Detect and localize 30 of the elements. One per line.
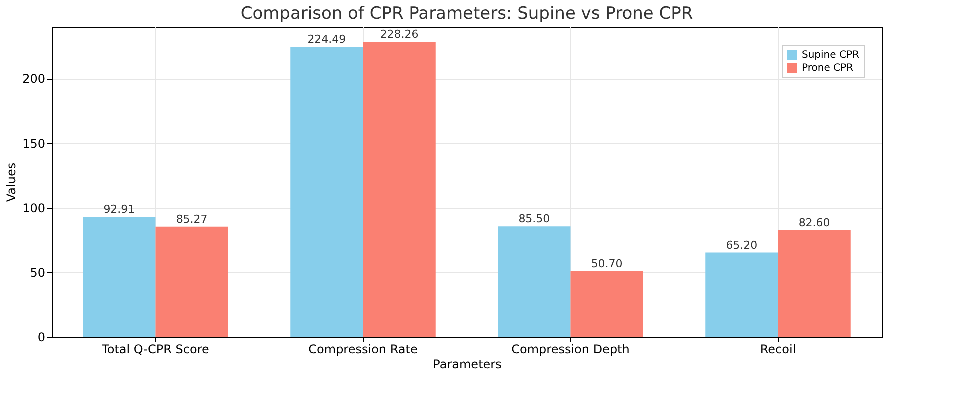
x-tick-label: Compression Depth <box>512 342 630 356</box>
data-label: 82.60 <box>798 216 830 230</box>
data-label: 85.27 <box>176 212 208 226</box>
y-tick-label: 200 <box>22 72 46 86</box>
data-label: 92.91 <box>104 202 136 216</box>
bar <box>706 252 778 337</box>
x-tick-label: Compression Rate <box>308 342 418 356</box>
y-tick-label: 150 <box>22 136 46 151</box>
data-label: 228.26 <box>380 28 419 42</box>
bar <box>83 216 156 337</box>
y-tick-label: 0 <box>38 330 46 344</box>
data-label: 224.49 <box>308 33 346 46</box>
bar <box>570 272 644 337</box>
bar <box>290 47 364 337</box>
data-label: 85.50 <box>518 212 550 226</box>
y-axis-title: Values <box>4 162 19 202</box>
bar <box>363 42 436 337</box>
bar <box>156 226 228 337</box>
data-label: 65.20 <box>726 238 758 252</box>
legend-label: Prone CPR <box>802 63 854 74</box>
bar <box>498 226 571 337</box>
x-tick-label: Recoil <box>760 342 796 356</box>
bar <box>778 230 851 337</box>
y-tick-label: 50 <box>30 266 46 280</box>
x-axis-title: Parameters <box>433 358 502 372</box>
y-tick-label: 100 <box>22 201 46 216</box>
data-label: 50.70 <box>591 258 623 271</box>
x-tick-label: Total Q-CPR Score <box>101 342 210 356</box>
legend-label: Supine CPR <box>802 50 860 61</box>
chart-title: Comparison of CPR Parameters: Supine vs Prone CPR <box>240 4 694 24</box>
